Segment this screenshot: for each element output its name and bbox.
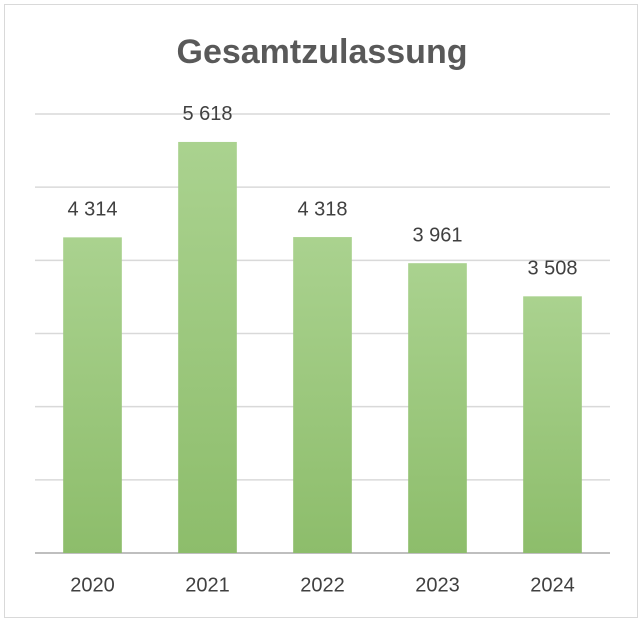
- value-label: 4 314: [67, 199, 117, 221]
- bar: [178, 141, 237, 554]
- x-tick-label: 2023: [415, 574, 460, 596]
- bar: [523, 296, 582, 553]
- bar: [63, 237, 122, 553]
- value-label: 3 508: [527, 258, 577, 280]
- x-tick-label: 2022: [300, 574, 345, 596]
- bar: [293, 237, 352, 553]
- value-label: 4 318: [297, 198, 347, 220]
- value-label: 5 618: [182, 103, 232, 125]
- chart-title: Gesamtzulassung: [177, 33, 468, 71]
- x-tick-label: 2020: [70, 574, 115, 596]
- bar: [408, 263, 467, 553]
- value-label: 3 961: [412, 224, 462, 246]
- x-tick-label: 2021: [185, 574, 230, 596]
- x-tick-label: 2024: [530, 574, 575, 596]
